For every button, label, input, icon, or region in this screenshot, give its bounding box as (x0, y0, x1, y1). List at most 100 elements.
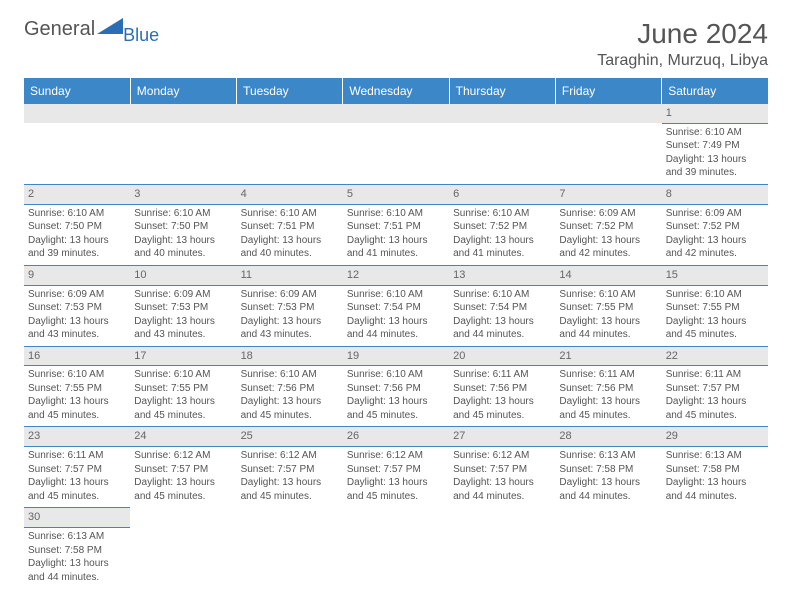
day-number-cell (449, 508, 555, 528)
sunrise-line: Sunrise: 6:10 AM (666, 126, 764, 140)
day-number-cell (237, 508, 343, 528)
day-detail-cell: Sunrise: 6:09 AMSunset: 7:53 PMDaylight:… (24, 285, 130, 346)
daylight-line: Daylight: 13 hours and 45 minutes. (453, 395, 551, 422)
sunset-line: Sunset: 7:52 PM (453, 220, 551, 234)
day-detail-cell: Sunrise: 6:09 AMSunset: 7:53 PMDaylight:… (130, 285, 236, 346)
sunset-line: Sunset: 7:56 PM (347, 382, 445, 396)
daylight-line: Daylight: 13 hours and 44 minutes. (559, 476, 657, 503)
sunrise-line: Sunrise: 6:09 AM (134, 288, 232, 302)
sunset-line: Sunset: 7:53 PM (134, 301, 232, 315)
detail-row: Sunrise: 6:13 AMSunset: 7:58 PMDaylight:… (24, 528, 768, 589)
day-number-cell: 9 (24, 265, 130, 285)
daylight-line: Daylight: 13 hours and 44 minutes. (347, 315, 445, 342)
sunrise-line: Sunrise: 6:12 AM (134, 449, 232, 463)
sunrise-line: Sunrise: 6:09 AM (666, 207, 764, 221)
day-number-cell: 1 (662, 104, 768, 123)
sunset-line: Sunset: 7:55 PM (134, 382, 232, 396)
day-detail-cell (555, 123, 661, 184)
day-number-cell: 28 (555, 427, 661, 447)
location: Taraghin, Murzuq, Libya (597, 52, 768, 70)
day-detail-cell: Sunrise: 6:10 AMSunset: 7:54 PMDaylight:… (449, 285, 555, 346)
sunrise-line: Sunrise: 6:11 AM (28, 449, 126, 463)
day-header: Saturday (662, 78, 768, 104)
sunset-line: Sunset: 7:55 PM (666, 301, 764, 315)
daylight-line: Daylight: 13 hours and 44 minutes. (28, 557, 126, 584)
day-header: Friday (555, 78, 661, 104)
day-number-cell: 27 (449, 427, 555, 447)
detail-row: Sunrise: 6:11 AMSunset: 7:57 PMDaylight:… (24, 447, 768, 508)
daylight-line: Daylight: 13 hours and 45 minutes. (28, 476, 126, 503)
day-detail-cell: Sunrise: 6:11 AMSunset: 7:56 PMDaylight:… (555, 366, 661, 427)
day-detail-cell: Sunrise: 6:10 AMSunset: 7:55 PMDaylight:… (555, 285, 661, 346)
day-detail-cell (555, 528, 661, 589)
sunrise-line: Sunrise: 6:10 AM (134, 207, 232, 221)
day-detail-cell: Sunrise: 6:12 AMSunset: 7:57 PMDaylight:… (237, 447, 343, 508)
sunrise-line: Sunrise: 6:10 AM (134, 368, 232, 382)
sunrise-line: Sunrise: 6:10 AM (241, 207, 339, 221)
sunrise-line: Sunrise: 6:12 AM (347, 449, 445, 463)
day-number-cell: 2 (24, 184, 130, 204)
day-detail-cell: Sunrise: 6:10 AMSunset: 7:50 PMDaylight:… (24, 204, 130, 265)
sunset-line: Sunset: 7:58 PM (28, 544, 126, 558)
day-number-cell: 17 (130, 346, 236, 366)
sunrise-line: Sunrise: 6:10 AM (347, 207, 445, 221)
sunset-line: Sunset: 7:57 PM (28, 463, 126, 477)
sunset-line: Sunset: 7:50 PM (134, 220, 232, 234)
sunset-line: Sunset: 7:58 PM (666, 463, 764, 477)
sunrise-line: Sunrise: 6:11 AM (453, 368, 551, 382)
sunrise-line: Sunrise: 6:10 AM (347, 288, 445, 302)
detail-row: Sunrise: 6:10 AMSunset: 7:50 PMDaylight:… (24, 204, 768, 265)
day-detail-cell (449, 123, 555, 184)
day-header-row: SundayMondayTuesdayWednesdayThursdayFrid… (24, 78, 768, 104)
sunrise-line: Sunrise: 6:10 AM (347, 368, 445, 382)
logo-text-blue: Blue (123, 25, 159, 46)
day-number-cell: 10 (130, 265, 236, 285)
day-number-cell (449, 104, 555, 123)
day-detail-cell: Sunrise: 6:10 AMSunset: 7:55 PMDaylight:… (130, 366, 236, 427)
sunset-line: Sunset: 7:55 PM (28, 382, 126, 396)
day-number-cell: 5 (343, 184, 449, 204)
day-number-cell: 18 (237, 346, 343, 366)
day-number-cell: 3 (130, 184, 236, 204)
sunrise-line: Sunrise: 6:13 AM (28, 530, 126, 544)
day-header: Wednesday (343, 78, 449, 104)
month-title: June 2024 (597, 18, 768, 50)
daylight-line: Daylight: 13 hours and 45 minutes. (241, 395, 339, 422)
sunrise-line: Sunrise: 6:10 AM (28, 207, 126, 221)
sunrise-line: Sunrise: 6:11 AM (666, 368, 764, 382)
title-block: June 2024 Taraghin, Murzuq, Libya (597, 18, 768, 70)
day-number-cell (343, 508, 449, 528)
day-detail-cell: Sunrise: 6:13 AMSunset: 7:58 PMDaylight:… (555, 447, 661, 508)
day-detail-cell (343, 528, 449, 589)
daylight-line: Daylight: 13 hours and 43 minutes. (241, 315, 339, 342)
day-number-cell: 20 (449, 346, 555, 366)
day-detail-cell: Sunrise: 6:10 AMSunset: 7:52 PMDaylight:… (449, 204, 555, 265)
detail-row: Sunrise: 6:10 AMSunset: 7:55 PMDaylight:… (24, 366, 768, 427)
day-number-cell: 21 (555, 346, 661, 366)
sunset-line: Sunset: 7:57 PM (241, 463, 339, 477)
day-detail-cell: Sunrise: 6:10 AMSunset: 7:51 PMDaylight:… (237, 204, 343, 265)
sunrise-line: Sunrise: 6:10 AM (559, 288, 657, 302)
detail-row: Sunrise: 6:10 AMSunset: 7:49 PMDaylight:… (24, 123, 768, 184)
day-detail-cell (130, 528, 236, 589)
header: General Blue June 2024 Taraghin, Murzuq,… (24, 18, 768, 70)
daynum-row: 9101112131415 (24, 265, 768, 285)
day-number-cell: 6 (449, 184, 555, 204)
daylight-line: Daylight: 13 hours and 44 minutes. (453, 315, 551, 342)
day-detail-cell (449, 528, 555, 589)
day-number-cell: 8 (662, 184, 768, 204)
day-detail-cell: Sunrise: 6:10 AMSunset: 7:50 PMDaylight:… (130, 204, 236, 265)
day-header: Sunday (24, 78, 130, 104)
day-detail-cell: Sunrise: 6:11 AMSunset: 7:56 PMDaylight:… (449, 366, 555, 427)
day-detail-cell (130, 123, 236, 184)
daylight-line: Daylight: 13 hours and 40 minutes. (134, 234, 232, 261)
daylight-line: Daylight: 13 hours and 39 minutes. (28, 234, 126, 261)
day-number-cell: 4 (237, 184, 343, 204)
day-detail-cell (237, 123, 343, 184)
sunset-line: Sunset: 7:49 PM (666, 139, 764, 153)
sunset-line: Sunset: 7:54 PM (347, 301, 445, 315)
daylight-line: Daylight: 13 hours and 44 minutes. (453, 476, 551, 503)
sunrise-line: Sunrise: 6:09 AM (241, 288, 339, 302)
day-number-cell: 19 (343, 346, 449, 366)
sunset-line: Sunset: 7:56 PM (241, 382, 339, 396)
